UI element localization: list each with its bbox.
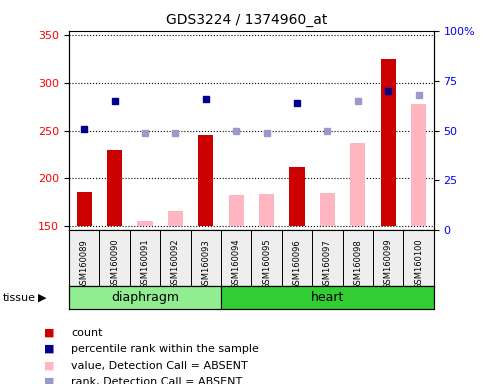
Text: ■: ■ [44,328,55,338]
Text: ▶: ▶ [38,293,46,303]
Text: GSM160093: GSM160093 [201,239,211,290]
Text: GSM160091: GSM160091 [141,239,149,290]
Text: percentile rank within the sample: percentile rank within the sample [71,344,259,354]
Bar [107,150,122,226]
Bar [221,286,434,309]
Text: heart: heart [311,291,344,304]
Bar [289,167,305,226]
Text: GSM160098: GSM160098 [353,239,362,290]
Text: GSM160092: GSM160092 [171,239,180,290]
Bar [259,194,274,226]
Bar [168,211,183,226]
Bar [229,195,244,226]
Text: GSM160089: GSM160089 [80,239,89,290]
Text: rank, Detection Call = ABSENT: rank, Detection Call = ABSENT [71,377,243,384]
Text: GSM160099: GSM160099 [384,239,393,290]
Bar [198,135,213,226]
Bar [381,59,396,226]
Text: GSM160094: GSM160094 [232,239,241,290]
Text: diaphragm: diaphragm [111,291,179,304]
Text: count: count [71,328,103,338]
Text: GDS3224 / 1374960_at: GDS3224 / 1374960_at [166,13,327,27]
Text: GSM160097: GSM160097 [323,239,332,290]
Bar [69,286,221,309]
Text: GSM160095: GSM160095 [262,239,271,290]
Bar [138,221,153,226]
Text: value, Detection Call = ABSENT: value, Detection Call = ABSENT [71,361,248,371]
Text: tissue: tissue [2,293,35,303]
Bar [76,192,92,226]
Text: GSM160090: GSM160090 [110,239,119,290]
Text: ■: ■ [44,361,55,371]
Bar [320,193,335,226]
Text: GSM160096: GSM160096 [292,239,302,290]
Text: ■: ■ [44,344,55,354]
Bar [411,104,426,226]
Text: GSM160100: GSM160100 [414,239,423,290]
Bar [350,143,365,226]
Text: ■: ■ [44,377,55,384]
